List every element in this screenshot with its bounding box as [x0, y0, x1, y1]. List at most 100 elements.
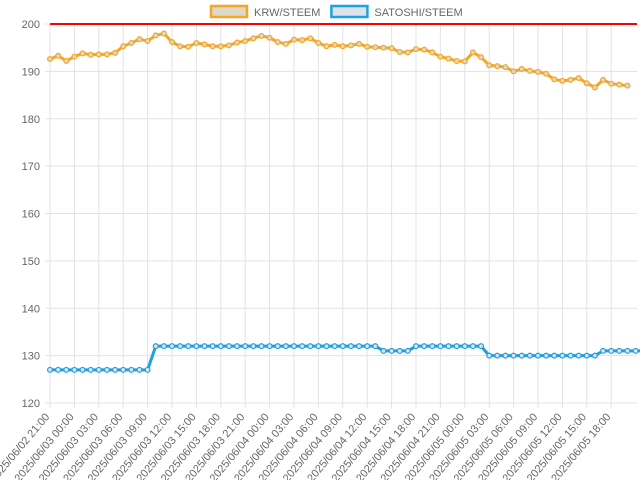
data-point[interactable]: [388, 45, 395, 52]
data-point[interactable]: [225, 42, 232, 49]
data-point[interactable]: [103, 366, 110, 373]
data-point[interactable]: [315, 343, 322, 350]
data-point[interactable]: [323, 43, 330, 50]
data-point[interactable]: [112, 49, 119, 56]
data-point[interactable]: [445, 55, 452, 62]
data-point[interactable]: [624, 82, 631, 89]
data-point[interactable]: [478, 54, 485, 61]
data-point[interactable]: [591, 84, 598, 91]
data-point[interactable]: [583, 352, 590, 359]
data-point[interactable]: [445, 343, 452, 350]
data-point[interactable]: [347, 42, 354, 49]
data-point[interactable]: [600, 347, 607, 354]
data-point[interactable]: [266, 343, 273, 350]
data-point[interactable]: [71, 366, 78, 373]
data-point[interactable]: [144, 38, 151, 45]
data-point[interactable]: [380, 347, 387, 354]
data-point[interactable]: [413, 46, 420, 53]
data-point[interactable]: [242, 343, 249, 350]
data-point[interactable]: [63, 366, 70, 373]
data-point[interactable]: [234, 39, 241, 46]
data-point[interactable]: [510, 352, 517, 359]
data-point[interactable]: [193, 343, 200, 350]
data-point[interactable]: [372, 44, 379, 51]
data-point[interactable]: [567, 352, 574, 359]
data-point[interactable]: [494, 352, 501, 359]
legend[interactable]: KRW/STEEM SATOSHI/STEEM: [209, 4, 463, 19]
data-point[interactable]: [591, 352, 598, 359]
data-point[interactable]: [209, 43, 216, 50]
data-point[interactable]: [120, 43, 127, 50]
data-point[interactable]: [217, 343, 224, 350]
data-point[interactable]: [551, 76, 558, 83]
data-point[interactable]: [583, 80, 590, 87]
data-point[interactable]: [274, 39, 281, 46]
data-point[interactable]: [307, 35, 314, 42]
data-point[interactable]: [624, 347, 631, 354]
data-point[interactable]: [608, 347, 615, 354]
data-point[interactable]: [282, 40, 289, 47]
data-point[interactable]: [299, 37, 306, 44]
data-point[interactable]: [453, 343, 460, 350]
data-point[interactable]: [543, 70, 550, 77]
data-point[interactable]: [274, 343, 281, 350]
data-point[interactable]: [559, 352, 566, 359]
data-point[interactable]: [323, 343, 330, 350]
data-point[interactable]: [526, 352, 533, 359]
data-point[interactable]: [87, 366, 94, 373]
data-point[interactable]: [608, 80, 615, 87]
data-point[interactable]: [258, 343, 265, 350]
data-point[interactable]: [567, 76, 574, 83]
data-point[interactable]: [632, 347, 639, 354]
data-point[interactable]: [616, 81, 623, 88]
data-point[interactable]: [331, 343, 338, 350]
data-point[interactable]: [291, 36, 298, 43]
data-point[interactable]: [225, 343, 232, 350]
legend-item[interactable]: KRW/STEEM: [209, 4, 320, 19]
data-point[interactable]: [315, 39, 322, 46]
data-point[interactable]: [234, 343, 241, 350]
data-point[interactable]: [534, 352, 541, 359]
data-point[interactable]: [502, 64, 509, 71]
data-point[interactable]: [136, 36, 143, 43]
data-point[interactable]: [339, 343, 346, 350]
data-point[interactable]: [510, 68, 517, 75]
data-point[interactable]: [453, 57, 460, 64]
data-point[interactable]: [364, 43, 371, 50]
data-point[interactable]: [112, 366, 119, 373]
legend-item[interactable]: SATOSHI/STEEM: [330, 4, 463, 19]
data-point[interactable]: [201, 343, 208, 350]
data-point[interactable]: [282, 343, 289, 350]
data-point[interactable]: [413, 343, 420, 350]
data-point[interactable]: [128, 39, 135, 46]
data-point[interactable]: [461, 58, 468, 65]
data-point[interactable]: [217, 43, 224, 50]
data-point[interactable]: [242, 38, 249, 45]
data-point[interactable]: [502, 352, 509, 359]
data-point[interactable]: [372, 343, 379, 350]
data-point[interactable]: [575, 75, 582, 82]
data-point[interactable]: [494, 63, 501, 70]
data-point[interactable]: [526, 67, 533, 74]
data-point[interactable]: [404, 347, 411, 354]
data-point[interactable]: [404, 49, 411, 56]
data-point[interactable]: [291, 343, 298, 350]
data-point[interactable]: [71, 53, 78, 60]
data-point[interactable]: [55, 366, 62, 373]
data-point[interactable]: [144, 366, 151, 373]
data-point[interactable]: [201, 41, 208, 48]
data-point[interactable]: [266, 34, 273, 41]
data-point[interactable]: [307, 343, 314, 350]
data-point[interactable]: [469, 49, 476, 56]
data-point[interactable]: [193, 39, 200, 46]
data-point[interactable]: [79, 50, 86, 57]
data-point[interactable]: [177, 43, 184, 50]
data-point[interactable]: [461, 343, 468, 350]
data-point[interactable]: [559, 77, 566, 84]
data-point[interactable]: [299, 343, 306, 350]
data-point[interactable]: [600, 76, 607, 83]
data-point[interactable]: [177, 343, 184, 350]
data-point[interactable]: [347, 343, 354, 350]
data-point[interactable]: [120, 366, 127, 373]
data-point[interactable]: [551, 352, 558, 359]
